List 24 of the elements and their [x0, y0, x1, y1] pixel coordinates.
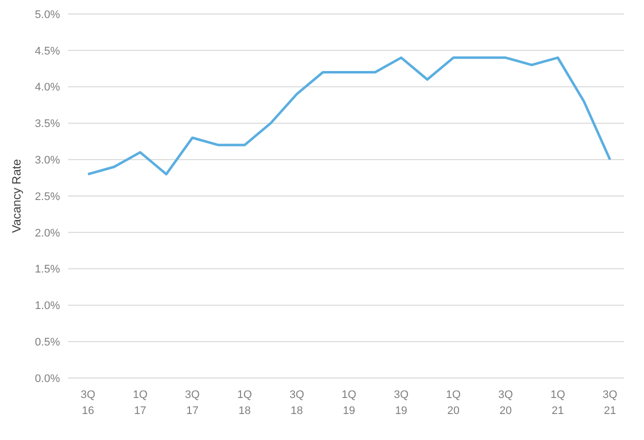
x-tick-label: 3Q 18: [289, 389, 305, 417]
x-tick-label: 3Q 19: [394, 389, 409, 417]
y-tick-label: 0.0%: [34, 372, 60, 385]
y-axis-title: Vacancy Rate: [9, 158, 24, 233]
x-tick-label: 3Q 20: [498, 389, 514, 417]
y-tick-label: 3.5%: [34, 118, 60, 130]
y-tick-label: 1.0%: [34, 300, 60, 312]
y-tick-label: 2.0%: [34, 227, 60, 240]
y-tick-label: 4.0%: [34, 82, 60, 94]
y-tick-label: 5.0%: [34, 8, 60, 21]
x-tick-label: 1Q 20: [446, 389, 462, 417]
y-tick-label: 3.0%: [34, 154, 60, 167]
x-tick-label: 1Q 17: [132, 389, 148, 417]
x-tick-label: 3Q 21: [602, 389, 618, 417]
x-tick-label: 1Q 21: [550, 389, 566, 417]
x-tick-label: 1Q 18: [237, 389, 252, 417]
x-tick-label: 3Q 17: [185, 389, 200, 417]
x-tick-label: 1Q 19: [342, 389, 357, 417]
x-tick-label: 3Q 16: [80, 389, 96, 417]
y-tick-label: 2.5%: [34, 190, 60, 203]
y-tick-label: 4.5%: [34, 45, 60, 58]
line-series: [86, 56, 612, 176]
y-tick-label: 1.5%: [34, 264, 60, 276]
y-tick-label: 0.5%: [34, 336, 60, 349]
